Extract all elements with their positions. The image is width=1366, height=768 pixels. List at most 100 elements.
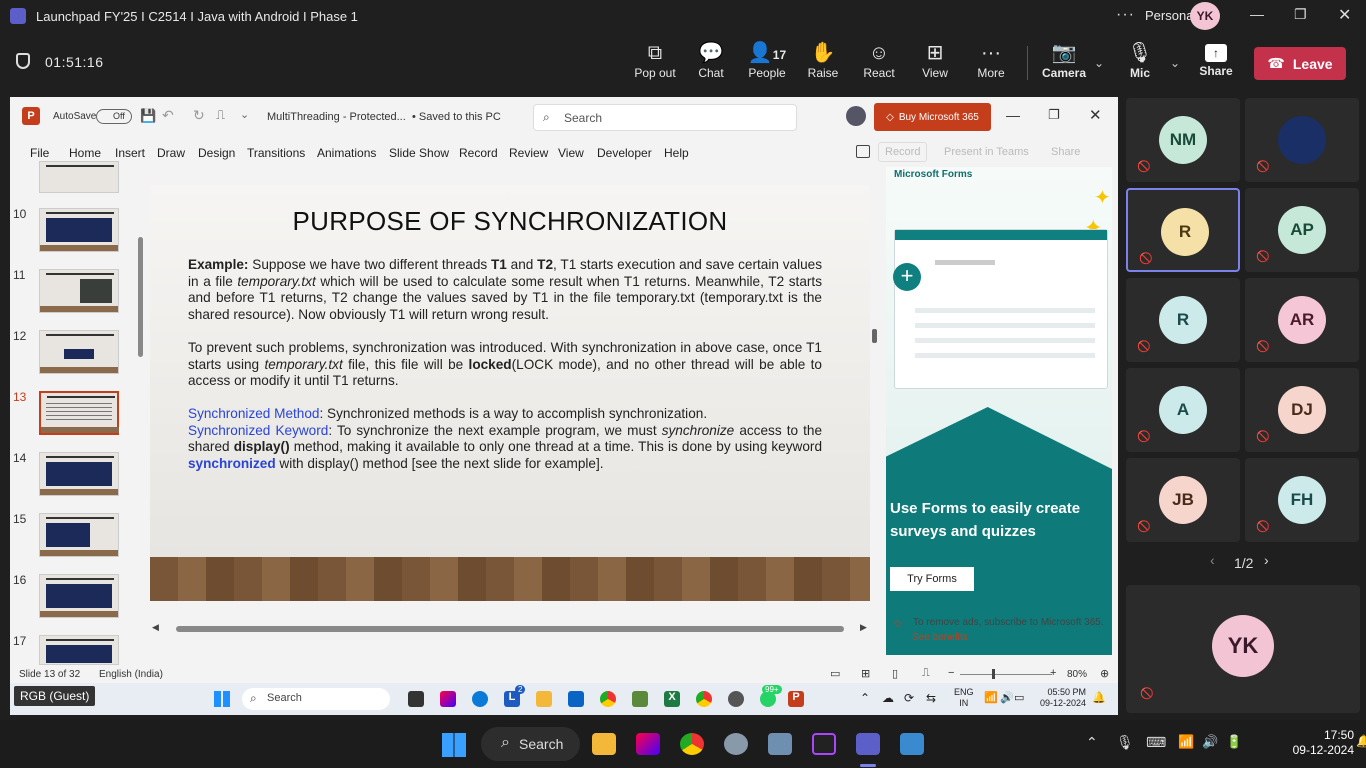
wifi-icon[interactable]: 📶 (1178, 734, 1195, 749)
record-button[interactable]: Record (878, 142, 928, 162)
tab-draw[interactable]: Draw (157, 146, 186, 160)
ppt-close-icon[interactable]: ✕ (1089, 107, 1102, 124)
ppt-share-button[interactable]: Share (1051, 146, 1081, 158)
volume-icon[interactable]: 🔊 (1202, 734, 1219, 749)
tab-review[interactable]: Review (509, 146, 549, 160)
zoom-in-icon[interactable]: + (1050, 667, 1057, 679)
raise-hand-button[interactable]: ✋ Raise (797, 40, 849, 88)
leave-button[interactable]: ☎ Leave (1254, 47, 1346, 80)
slide-thumbnail[interactable] (39, 513, 119, 557)
try-forms-button[interactable]: Try Forms (890, 567, 974, 591)
participant-tile[interactable]: 🚫 (1245, 98, 1359, 182)
file-explorer-icon[interactable] (592, 733, 616, 755)
tray-chevron-icon[interactable]: ⌃ (1086, 734, 1098, 750)
chrome-icon[interactable] (680, 733, 704, 755)
copilot-icon[interactable] (440, 691, 456, 707)
chat-button[interactable]: 💬 Chat (685, 40, 737, 88)
profile-avatar[interactable]: YK (1190, 2, 1220, 30)
tab-home[interactable]: Home (69, 146, 102, 160)
system-clock[interactable]: 17:50 09-12-2024 (1292, 728, 1354, 757)
people-button[interactable]: 👤17 People (747, 42, 787, 80)
photos-icon[interactable] (768, 733, 792, 755)
zoom-level[interactable]: 80% (1067, 669, 1088, 680)
ppt-minimize-icon[interactable]: — (1006, 107, 1020, 123)
camera-chevron-icon[interactable]: ⌄ (1094, 56, 1105, 70)
comments-icon[interactable] (856, 145, 870, 158)
tab-view[interactable]: View (558, 146, 584, 160)
participant-tile[interactable]: R 🚫 (1126, 188, 1240, 272)
slide-thumbnail[interactable] (39, 208, 119, 252)
zoom-slider-thumb[interactable] (992, 669, 995, 679)
thumbnails-scrollbar[interactable] (138, 237, 143, 357)
teams-taskbar-icon[interactable] (856, 733, 880, 755)
tab-insert[interactable]: Insert (115, 146, 146, 160)
camera-button[interactable]: 📷 Camera (1038, 40, 1090, 88)
slide-sorter-icon[interactable]: ⊞ (861, 668, 871, 680)
windows-start-icon[interactable] (442, 733, 466, 757)
tab-slide-show[interactable]: Slide Show (389, 146, 450, 160)
wifi-icon[interactable]: 📶 (984, 692, 998, 704)
chrome-icon[interactable] (600, 691, 616, 707)
popout-button[interactable]: ⧉ Pop out (629, 40, 681, 88)
user-avatar[interactable] (846, 106, 866, 126)
slide-horizontal-scrollbar[interactable] (176, 626, 844, 632)
network-tray-icon[interactable]: ⇆ (926, 691, 937, 705)
buy-m365-button[interactable]: ◇ Buy Microsoft 365 (874, 103, 991, 131)
tab-design[interactable]: Design (198, 146, 236, 160)
scroll-right-icon[interactable]: ▶ (860, 622, 867, 632)
settings-icon[interactable] (724, 733, 748, 755)
participant-tile[interactable]: AR 🚫 (1245, 278, 1359, 362)
view-button[interactable]: ⊞ View (909, 40, 961, 88)
profile-label[interactable]: Personal (1145, 8, 1197, 23)
ppt-restore-icon[interactable]: ❐ (1048, 107, 1060, 122)
normal-view-icon[interactable]: ▭ (830, 668, 841, 680)
fit-slide-icon[interactable]: ⊕ (1100, 668, 1110, 680)
more-button[interactable]: ··· More (965, 40, 1017, 88)
tab-file[interactable]: File (30, 146, 50, 160)
cloud-icon[interactable]: ☁ (882, 691, 894, 705)
file-explorer-icon[interactable] (536, 691, 552, 707)
language-tray[interactable]: ENG IN (954, 687, 974, 708)
snipping-icon[interactable] (900, 733, 924, 755)
share-button[interactable]: ↑ Share (1199, 44, 1233, 78)
mic-chevron-icon[interactable]: ⌄ (1170, 56, 1181, 70)
lync-icon[interactable]: L (504, 691, 520, 707)
windows-start-icon[interactable] (214, 691, 230, 707)
notifications-icon[interactable]: 🔔 (1356, 734, 1366, 748)
task-view-icon[interactable] (408, 691, 424, 707)
slide-thumbnail[interactable] (39, 635, 119, 665)
powerpoint-taskbar-icon[interactable]: P (788, 691, 804, 707)
slide-vertical-scrollbar[interactable] (872, 329, 877, 343)
undo-icon[interactable]: ↶ (162, 107, 174, 123)
remote-search-box[interactable]: ⌕ Search (242, 688, 390, 710)
self-video-tile[interactable]: YK 🚫 (1126, 585, 1360, 713)
copilot-icon[interactable] (636, 733, 660, 755)
autosave-toggle[interactable]: Off (96, 109, 132, 124)
redo-icon[interactable]: ↻ (193, 107, 205, 123)
remote-clock[interactable]: 05:50 PM 09-12-2024 (1040, 687, 1087, 708)
more-options-icon[interactable]: ··· (1116, 6, 1135, 23)
tab-help[interactable]: Help (664, 146, 689, 160)
whatsapp-icon[interactable] (760, 691, 776, 707)
edge-icon[interactable] (472, 691, 488, 707)
battery-icon[interactable]: 🔋 (1226, 734, 1243, 749)
react-button[interactable]: ☺ React (853, 40, 905, 88)
volume-icon[interactable]: 🔊 (1000, 692, 1014, 704)
see-benefits-link[interactable]: See benefits (912, 632, 968, 643)
tab-transitions[interactable]: Transitions (247, 146, 306, 160)
zoom-slider[interactable] (960, 674, 1052, 675)
slide-thumbnail[interactable] (39, 452, 119, 496)
reading-view-icon[interactable]: ▯ (892, 668, 899, 680)
paint-icon[interactable] (632, 691, 648, 707)
tab-developer[interactable]: Developer (597, 146, 652, 160)
chrome-profile-icon[interactable] (696, 691, 712, 707)
present-icon[interactable]: ⎍ (216, 107, 226, 122)
outlook-icon[interactable] (568, 691, 584, 707)
maximize-icon[interactable]: ❐ (1294, 6, 1307, 22)
scroll-left-icon[interactable]: ◀ (152, 622, 159, 632)
excel-icon[interactable]: X (664, 691, 680, 707)
mic-button[interactable]: 🎙 Mic (1114, 40, 1166, 88)
slide-thumbnail[interactable] (39, 330, 119, 374)
slide-thumbnail[interactable] (39, 574, 119, 618)
tab-record[interactable]: Record (459, 146, 498, 160)
